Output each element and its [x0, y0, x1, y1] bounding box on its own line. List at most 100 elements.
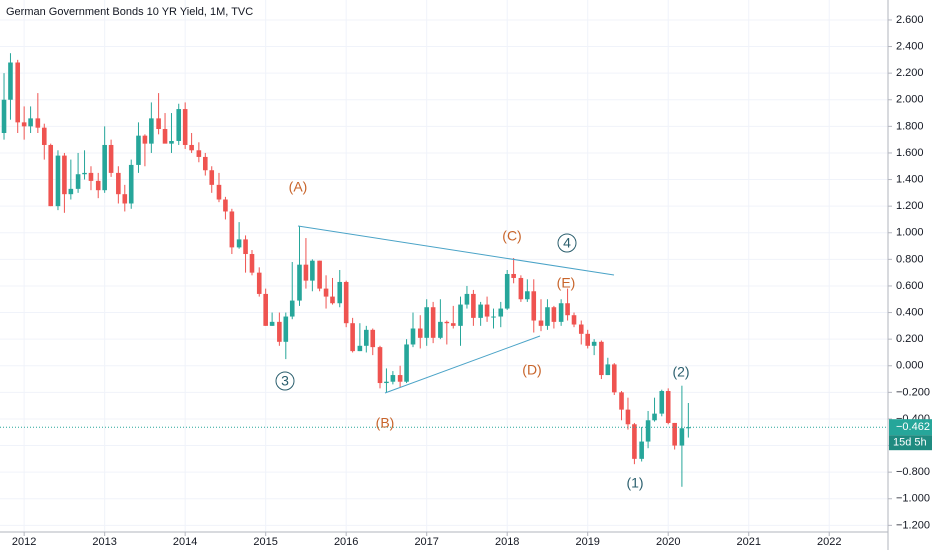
candle-body	[289, 300, 295, 317]
candle-body	[269, 321, 275, 326]
candle-body	[491, 316, 496, 318]
y-tick-label: −1.200	[896, 519, 930, 531]
candle-body	[1, 99, 7, 133]
candle-body	[55, 155, 61, 207]
candle-body	[343, 281, 349, 324]
x-tick-label: 2021	[736, 536, 760, 548]
candle-body	[424, 307, 429, 338]
candle-body	[176, 109, 182, 141]
candle-body	[538, 320, 544, 326]
candle-body	[410, 328, 416, 345]
candle-body	[323, 288, 329, 297]
candle-body	[277, 321, 282, 342]
x-tick-label: 2019	[575, 536, 599, 548]
candle-body	[317, 260, 322, 289]
annotation: (B)	[376, 415, 395, 431]
candle-body	[108, 144, 114, 173]
candle-body	[571, 315, 577, 325]
x-tick-label: 2013	[92, 536, 116, 548]
candle-body	[236, 239, 242, 248]
candle-body	[478, 304, 483, 318]
candle-body	[209, 170, 215, 185]
candle-body	[8, 62, 13, 100]
candle-body	[377, 347, 383, 384]
y-tick-label: 1.200	[896, 200, 924, 212]
candle-body	[518, 277, 524, 300]
candle-body	[156, 118, 161, 130]
candle-body	[458, 304, 463, 326]
candle-body	[504, 273, 510, 309]
y-tick-label: −0.200	[896, 386, 930, 398]
candle-body	[591, 341, 597, 346]
candle-body	[182, 109, 188, 145]
candle-body	[82, 172, 87, 175]
candle-body	[659, 391, 665, 414]
candle-body	[665, 391, 671, 423]
candle-body	[68, 188, 74, 195]
candle-body	[611, 364, 617, 393]
candle-body	[430, 307, 436, 338]
candle-body	[169, 140, 174, 144]
annotation-circle	[275, 371, 295, 391]
candle-body	[330, 296, 335, 304]
candle-body	[41, 127, 47, 145]
candle-body	[283, 316, 289, 342]
candle-body	[136, 135, 141, 165]
candle-body	[196, 150, 202, 157]
candle-body	[464, 293, 470, 305]
candle-body	[578, 324, 584, 334]
candle-body	[605, 364, 611, 376]
candle-body	[35, 118, 41, 128]
candle-body	[672, 422, 677, 446]
candle-body	[149, 118, 154, 144]
y-tick-label: 1.800	[896, 120, 924, 132]
candle-body	[417, 328, 423, 338]
candle-body	[370, 329, 376, 348]
x-tick-label: 2020	[656, 536, 680, 548]
candle-body	[639, 441, 644, 459]
candle-body	[202, 156, 208, 171]
y-tick-label: 1.600	[896, 147, 924, 159]
x-tick-label: 2012	[12, 536, 36, 548]
candle-body	[498, 308, 504, 317]
candle-body	[632, 424, 637, 459]
chart-title: German Government Bonds 10 YR Yield, 1M,…	[6, 6, 253, 18]
x-tick-label: 2022	[817, 536, 841, 548]
candle-body	[48, 144, 54, 207]
x-tick-label: 2015	[253, 536, 277, 548]
candle-body	[558, 303, 564, 322]
annotation: (A)	[289, 179, 308, 195]
candle-body	[625, 409, 631, 425]
candle-body	[438, 321, 443, 338]
candle-body	[686, 427, 691, 429]
candle-body	[229, 211, 235, 248]
candle-body	[15, 62, 21, 123]
y-tick-label: 0.200	[896, 333, 924, 345]
candle-body	[404, 344, 409, 382]
candle-body	[263, 293, 268, 326]
candle-body	[384, 381, 389, 384]
candle-body	[645, 420, 651, 442]
x-tick-label: 2016	[334, 536, 358, 548]
candle-body	[162, 129, 168, 144]
x-tick-label: 2014	[173, 536, 197, 548]
candle-body	[585, 333, 591, 346]
y-tick-label: 0.800	[896, 253, 924, 265]
candle-body	[599, 341, 604, 376]
candle-body	[21, 122, 27, 127]
y-tick-label: 2.400	[896, 40, 924, 52]
y-tick-label: 2.000	[896, 94, 924, 106]
last-price-label: −0.462	[896, 421, 930, 433]
annotation: (2)	[672, 364, 689, 380]
candle-body	[652, 413, 657, 421]
y-tick-label: 1.400	[896, 173, 924, 185]
candle-body	[243, 239, 248, 255]
candle-body	[337, 281, 343, 304]
annotation: 3	[281, 373, 289, 389]
candle-body	[450, 323, 456, 326]
candle-body	[249, 254, 255, 273]
candle-body	[102, 144, 107, 191]
annotation: 4	[563, 235, 571, 251]
grid	[0, 0, 892, 536]
